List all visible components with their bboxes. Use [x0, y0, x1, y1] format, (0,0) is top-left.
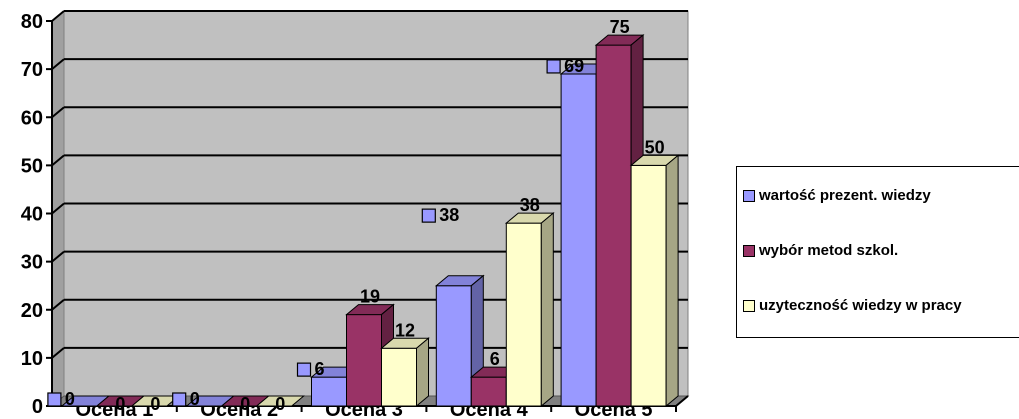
legend-swatch-series-3 [743, 299, 755, 312]
y-tick-label: 40 [21, 204, 43, 226]
y-tick-label: 10 [21, 348, 43, 370]
bar-side [665, 154, 679, 408]
bar [560, 73, 597, 407]
data-label: 50 [645, 137, 665, 157]
data-label-key [296, 362, 312, 377]
gridline-side [51, 10, 65, 22]
bar [470, 376, 507, 407]
data-label: 6 [315, 359, 325, 379]
legend-item-series-2: wybór metod szkol. [743, 242, 898, 259]
gridline-side [51, 347, 65, 359]
data-label-key [546, 59, 561, 74]
gridline-side [51, 154, 65, 167]
data-label: 0 [115, 394, 125, 414]
data-label: 69 [564, 56, 584, 76]
bar-top [255, 395, 306, 407]
y-tick-label: 30 [21, 252, 43, 274]
y-tick-label: 60 [21, 107, 43, 129]
y-tick-label: 50 [21, 155, 43, 177]
bar [311, 376, 347, 407]
bar [505, 222, 542, 407]
legend-label-series-1: wartość prezent. wiedzy [759, 187, 931, 204]
bar [630, 164, 667, 407]
bar [346, 314, 382, 407]
bar-side [540, 212, 554, 408]
data-label: 0 [275, 394, 285, 414]
y-tick-label: 80 [21, 11, 43, 33]
data-label-key [172, 392, 187, 407]
data-label: 6 [490, 349, 500, 369]
y-tick-label: 70 [21, 59, 43, 81]
legend: wartość prezent. wiedzy wybór metod szko… [736, 166, 1019, 338]
gridline-side [51, 202, 65, 215]
data-label: 38 [520, 195, 540, 215]
gridline-side [51, 250, 65, 263]
bar [435, 285, 472, 407]
legend-swatch-series-1 [743, 189, 755, 202]
data-label: 12 [395, 320, 415, 340]
data-label: 0 [240, 394, 250, 414]
legend-item-series-1: wartość prezent. wiedzy [743, 187, 931, 204]
data-label: 0 [65, 389, 75, 409]
data-label: 19 [360, 287, 380, 307]
x-axis-depth [675, 395, 689, 407]
gridline-side [51, 106, 65, 119]
data-label: 0 [150, 394, 160, 414]
bar-side [416, 337, 429, 408]
data-label: 38 [439, 205, 459, 225]
legend-swatch-series-2 [743, 244, 755, 257]
gridline-side [51, 58, 65, 70]
bar [381, 347, 417, 407]
bar [595, 44, 632, 407]
gridline-side [51, 298, 65, 311]
data-label: 75 [610, 17, 630, 37]
data-label: 0 [190, 389, 200, 409]
y-tick-label: 0 [32, 396, 43, 418]
legend-label-series-2: wybór metod szkol. [759, 242, 899, 259]
legend-item-series-3: uzyteczność wiedzy w pracy [743, 297, 962, 314]
y-tick-label: 20 [21, 300, 43, 322]
legend-label-series-3: uzyteczność wiedzy w pracy [759, 297, 962, 314]
data-label-key [421, 208, 436, 223]
data-label-key [47, 392, 62, 407]
